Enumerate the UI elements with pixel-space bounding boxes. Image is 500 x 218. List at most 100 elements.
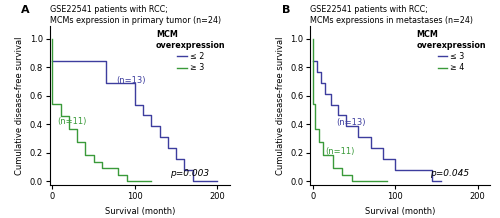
≤ 3 bbox=[392, 169, 398, 171]
≥ 4 bbox=[330, 167, 336, 169]
≤ 2 bbox=[190, 180, 196, 182]
≤ 2 bbox=[165, 136, 171, 139]
≥ 3 bbox=[124, 180, 130, 182]
≤ 2 bbox=[198, 180, 204, 182]
Line: ≥ 3: ≥ 3 bbox=[52, 39, 152, 181]
≤ 3 bbox=[318, 81, 324, 84]
≥ 3 bbox=[74, 128, 80, 131]
≥ 4 bbox=[360, 180, 366, 182]
≤ 3 bbox=[334, 114, 340, 117]
≤ 3 bbox=[430, 180, 436, 182]
≥ 3 bbox=[50, 38, 56, 40]
Text: GSE22541 patients with RCC;
MCMs expression in primary tumor (n=24): GSE22541 patients with RCC; MCMs express… bbox=[50, 5, 221, 25]
≤ 3 bbox=[355, 136, 361, 139]
≥ 3 bbox=[107, 167, 113, 169]
≥ 4 bbox=[316, 128, 322, 131]
≥ 4 bbox=[338, 167, 344, 169]
≥ 3 bbox=[99, 160, 105, 163]
≥ 4 bbox=[350, 173, 356, 176]
≤ 3 bbox=[404, 169, 410, 171]
≥ 3 bbox=[90, 154, 96, 157]
≥ 3 bbox=[58, 102, 64, 105]
Text: (n=11): (n=11) bbox=[325, 147, 354, 156]
≤ 3 bbox=[368, 147, 374, 150]
≤ 2 bbox=[148, 125, 154, 128]
≤ 2 bbox=[156, 136, 162, 139]
Text: (n=13): (n=13) bbox=[116, 76, 146, 85]
≤ 3 bbox=[310, 60, 316, 62]
≥ 3 bbox=[50, 102, 56, 105]
≤ 3 bbox=[417, 169, 423, 171]
≥ 3 bbox=[99, 167, 105, 169]
Legend: ≤ 2, ≥ 3: ≤ 2, ≥ 3 bbox=[156, 30, 226, 72]
X-axis label: Survival (month): Survival (month) bbox=[365, 207, 436, 216]
≥ 3 bbox=[66, 115, 72, 118]
Text: (n=13): (n=13) bbox=[336, 118, 366, 127]
≤ 3 bbox=[404, 169, 410, 171]
≤ 3 bbox=[368, 147, 374, 150]
≥ 3 bbox=[90, 160, 96, 163]
≤ 3 bbox=[314, 70, 320, 73]
Text: p=0.045: p=0.045 bbox=[430, 169, 470, 178]
≤ 3 bbox=[380, 158, 386, 160]
Line: ≤ 2: ≤ 2 bbox=[52, 61, 217, 181]
≥ 4 bbox=[324, 154, 330, 157]
≥ 3 bbox=[132, 180, 138, 182]
≤ 3 bbox=[328, 103, 334, 106]
≤ 3 bbox=[328, 103, 334, 106]
Text: (n=11): (n=11) bbox=[58, 117, 87, 126]
≤ 2 bbox=[140, 114, 146, 117]
≥ 4 bbox=[330, 154, 336, 157]
≥ 3 bbox=[148, 180, 154, 182]
≥ 3 bbox=[116, 173, 121, 176]
≤ 2 bbox=[156, 125, 162, 128]
≤ 2 bbox=[132, 81, 138, 84]
≤ 2 bbox=[148, 114, 154, 117]
≥ 3 bbox=[140, 180, 146, 182]
≤ 2 bbox=[198, 180, 204, 182]
≤ 2 bbox=[103, 81, 109, 84]
≤ 2 bbox=[214, 180, 220, 182]
≥ 3 bbox=[116, 167, 121, 169]
≥ 4 bbox=[312, 102, 318, 105]
Text: p=0.003: p=0.003 bbox=[170, 169, 209, 178]
≤ 3 bbox=[392, 169, 398, 171]
≥ 4 bbox=[384, 180, 390, 182]
≤ 3 bbox=[334, 114, 340, 117]
≤ 2 bbox=[173, 147, 179, 150]
Text: GSE22541 patients with RCC;
MCMs expressions in metastases (n=24): GSE22541 patients with RCC; MCMs express… bbox=[310, 5, 474, 25]
≤ 3 bbox=[310, 60, 316, 62]
≤ 3 bbox=[343, 125, 349, 128]
≤ 3 bbox=[430, 180, 436, 182]
Line: ≥ 4: ≥ 4 bbox=[313, 39, 387, 181]
≥ 4 bbox=[338, 173, 344, 176]
≥ 4 bbox=[310, 38, 316, 40]
Line: ≤ 3: ≤ 3 bbox=[313, 61, 440, 181]
≥ 3 bbox=[82, 141, 88, 144]
≤ 2 bbox=[132, 103, 138, 106]
≤ 2 bbox=[120, 81, 126, 84]
Text: A: A bbox=[22, 5, 30, 15]
≤ 3 bbox=[322, 92, 328, 95]
Text: B: B bbox=[282, 5, 290, 15]
≥ 3 bbox=[74, 141, 80, 144]
≥ 3 bbox=[58, 115, 64, 118]
≤ 2 bbox=[182, 158, 188, 160]
≥ 4 bbox=[372, 180, 378, 182]
≤ 3 bbox=[417, 169, 423, 171]
≤ 2 bbox=[103, 60, 109, 62]
Y-axis label: Cumulative disease-free survival: Cumulative disease-free survival bbox=[276, 36, 284, 175]
≤ 2 bbox=[165, 147, 171, 150]
≤ 3 bbox=[314, 70, 320, 73]
≥ 4 bbox=[360, 180, 366, 182]
≥ 4 bbox=[350, 180, 356, 182]
X-axis label: Survival (month): Survival (month) bbox=[104, 207, 175, 216]
≥ 4 bbox=[324, 154, 330, 157]
≥ 3 bbox=[82, 154, 88, 157]
≥ 4 bbox=[320, 154, 326, 157]
≥ 3 bbox=[140, 180, 146, 182]
≤ 2 bbox=[50, 60, 56, 62]
Legend: ≤ 3, ≥ 4: ≤ 3, ≥ 4 bbox=[416, 30, 486, 72]
≤ 3 bbox=[318, 81, 324, 84]
≥ 3 bbox=[107, 167, 113, 169]
